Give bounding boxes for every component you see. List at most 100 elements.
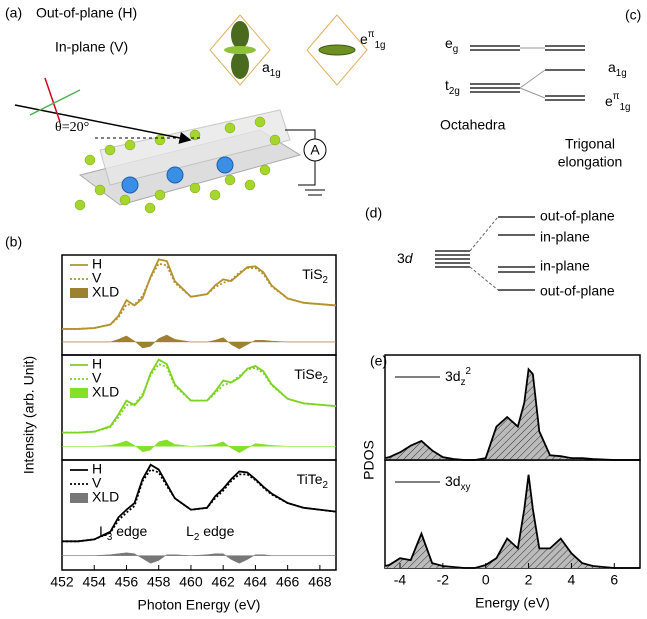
legend-label-part: 3d	[445, 368, 461, 384]
x-tick-label: 454	[83, 574, 107, 590]
panel-title-part: TiS	[302, 266, 322, 282]
orbital-label-part: d	[405, 250, 414, 266]
orbital-label: eπ1g	[360, 29, 385, 51]
level-label-part: 1g	[620, 102, 631, 113]
legend-label: XLD	[92, 384, 119, 400]
pdos-area	[385, 369, 640, 460]
label-angle: θ=20°	[55, 120, 89, 135]
panel-label: (a)	[5, 5, 22, 21]
annotation-part: edge	[199, 523, 234, 539]
level-label: t2g	[445, 77, 460, 97]
orbital-label-part: π	[368, 29, 375, 40]
legend-swatch	[70, 388, 88, 398]
x-tick-label: 460	[179, 574, 203, 590]
legend-label-part: 3d	[445, 473, 461, 489]
level-label-part: e	[445, 35, 453, 51]
level-label-part: 1g	[616, 68, 627, 79]
legend-label: 3dz2	[445, 366, 471, 388]
orbital-label-part: e	[360, 31, 368, 47]
x-tick-label: -4	[394, 572, 407, 588]
x-tick-label: 468	[308, 574, 332, 590]
legend-label: XLD	[92, 489, 119, 505]
panel-title-part: TiSe	[294, 366, 322, 382]
xld-area	[62, 553, 336, 564]
level-label-part: g	[453, 44, 458, 55]
pdos-area	[385, 475, 640, 568]
x-tick-label: 466	[276, 574, 300, 590]
plot-frame	[62, 255, 336, 355]
legend-label-part: xy	[461, 482, 471, 493]
orbital-label-part: a	[262, 59, 270, 75]
panel-title: TiSe2	[294, 366, 328, 386]
legend-swatch	[70, 493, 88, 503]
x-tick-label: -2	[437, 572, 450, 588]
annotation-part: L	[99, 523, 107, 539]
level-label: out-of-plane	[540, 208, 615, 224]
level-label: out-of-plane	[540, 283, 615, 299]
label-out-of-plane: Out-of-plane (H)	[36, 5, 137, 21]
crystal	[75, 110, 300, 213]
annotation: L2 edge	[186, 523, 234, 543]
orbital-a1g	[210, 15, 270, 85]
plot-frame	[62, 460, 336, 570]
orbital-epi1g	[307, 15, 367, 85]
level-label-part: 2g	[449, 86, 460, 97]
x-tick-label: 458	[147, 574, 171, 590]
y-axis-label: Intensity (arb. Unit)	[21, 356, 37, 474]
x-tick-label: 2	[525, 572, 533, 588]
y-axis-label: PDOS	[361, 440, 377, 480]
orbital-label-part: 1g	[270, 68, 281, 79]
connectors-c	[520, 48, 545, 98]
legend-label: XLD	[92, 284, 119, 300]
h-polarization	[45, 78, 60, 122]
panel-title: TiS2	[302, 266, 328, 286]
panel-title-part: 2	[323, 480, 328, 491]
label-in-plane: In-plane (V)	[55, 39, 128, 55]
annotation: L3 edge	[99, 523, 147, 543]
figure: (a)Out-of-plane (H)In-plane (V)θ=20°a1ge…	[0, 0, 647, 619]
orbital-label-part: 3	[397, 250, 405, 266]
level-label-part: a	[608, 59, 616, 75]
panel-label: (d)	[365, 205, 382, 221]
x-tick-label: 464	[244, 574, 268, 590]
level-label: in-plane	[540, 229, 590, 245]
panel-title-part: 2	[323, 375, 328, 386]
x-axis-label: Photon Energy (eV)	[138, 597, 261, 613]
levels-c	[470, 46, 585, 100]
x-tick-label: 452	[50, 574, 74, 590]
x-tick-label: 456	[115, 574, 139, 590]
orbital-label: 3d	[397, 250, 414, 266]
connectors-d	[470, 217, 498, 290]
x-tick-label: 6	[610, 572, 618, 588]
legend-label-part: z	[461, 377, 466, 388]
level-label-part: π	[613, 91, 620, 102]
caption: Trigonal	[565, 136, 615, 152]
panel-title-part: TiTe	[297, 471, 323, 487]
x-tick-label: 462	[211, 574, 235, 590]
panel-title: TiTe2	[297, 471, 328, 491]
annotation-part: edge	[112, 523, 147, 539]
level-label: in-plane	[540, 258, 590, 274]
panel-title-part: 2	[323, 275, 328, 286]
annotation-part: L	[186, 523, 194, 539]
x-tick-label: 4	[568, 572, 576, 588]
orbital-label-part: 1g	[375, 40, 386, 51]
xld-area	[62, 335, 336, 349]
level-label-part: e	[605, 93, 613, 109]
ammeter-label: A	[310, 142, 320, 158]
legend-label-part: 2	[465, 366, 470, 377]
v-polarization	[30, 90, 80, 115]
caption: elongation	[558, 154, 623, 170]
beam	[15, 105, 190, 140]
caption: Octahedra	[440, 117, 506, 133]
x-axis-label: Energy (eV)	[475, 595, 550, 611]
levels-d	[435, 217, 535, 290]
level-label: eπ1g	[605, 91, 630, 113]
xld-area	[62, 440, 336, 453]
level-label: eg	[445, 35, 458, 55]
legend-swatch	[70, 288, 88, 298]
panel-label: (c)	[625, 7, 641, 23]
x-tick-label: 0	[482, 572, 490, 588]
legend-label: 3dxy	[445, 473, 470, 493]
level-label: a1g	[608, 59, 627, 79]
